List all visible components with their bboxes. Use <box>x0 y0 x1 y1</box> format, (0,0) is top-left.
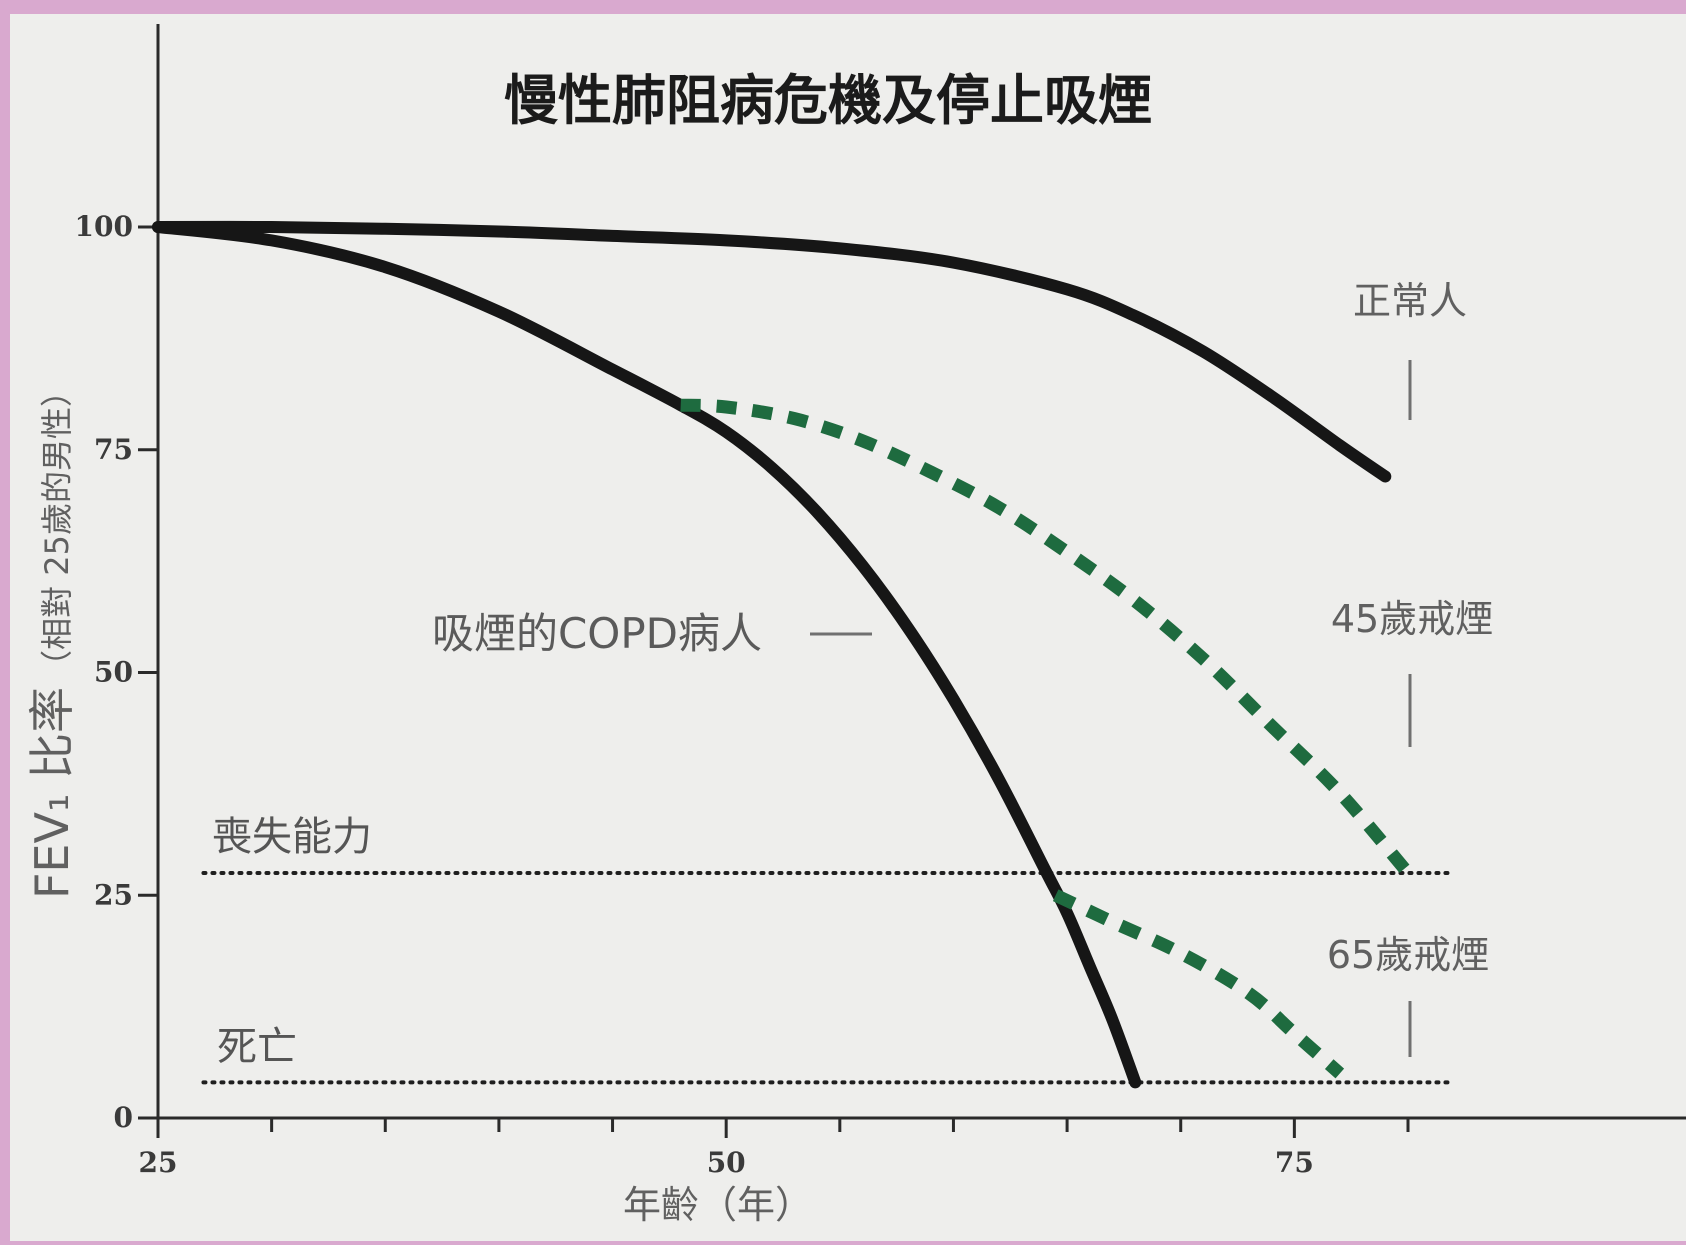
y-tick-label: 0 <box>114 1101 133 1134</box>
y-tick-label: 25 <box>94 878 133 911</box>
y-tick-label: 100 <box>75 210 133 243</box>
series-line-1 <box>152 221 1142 1089</box>
y-axis-label-main: FEV₁ 比率 <box>25 687 79 899</box>
series-line-2 <box>680 398 1413 878</box>
label-copd: 吸煙的COPD病人 <box>432 609 762 658</box>
chart-svg: 慢性肺阻病危機及停止吸煙 FEV₁ 比率 （相對 25歲的男性） 年齡（年） 正… <box>25 24 1686 1227</box>
label-disability: 喪失能力 <box>212 814 372 860</box>
x-tick-label: 25 <box>139 1146 178 1179</box>
y-axis-label-paren: （相對 25歲的男性） <box>38 375 76 682</box>
y-tick-label: 50 <box>94 656 133 689</box>
y-axis-label: FEV₁ 比率 （相對 25歲的男性） <box>25 375 79 899</box>
label-quit-65: 65歲戒煙 <box>1327 933 1489 977</box>
label-normal: 正常人 <box>1353 279 1467 323</box>
label-quit-45: 45歲戒煙 <box>1331 597 1493 641</box>
chart-title: 慢性肺阻病危機及停止吸煙 <box>504 69 1152 132</box>
x-tick-label: 50 <box>707 1146 746 1179</box>
x-axis-label: 年齡（年） <box>623 1183 813 1227</box>
chart-panel: 慢性肺阻病危機及停止吸煙 FEV₁ 比率 （相對 25歲的男性） 年齡（年） 正… <box>10 14 1686 1241</box>
label-death: 死亡 <box>217 1024 297 1070</box>
x-tick-label: 75 <box>1275 1146 1314 1179</box>
y-tick-label: 75 <box>94 433 133 466</box>
series-line-0 <box>152 220 1392 483</box>
